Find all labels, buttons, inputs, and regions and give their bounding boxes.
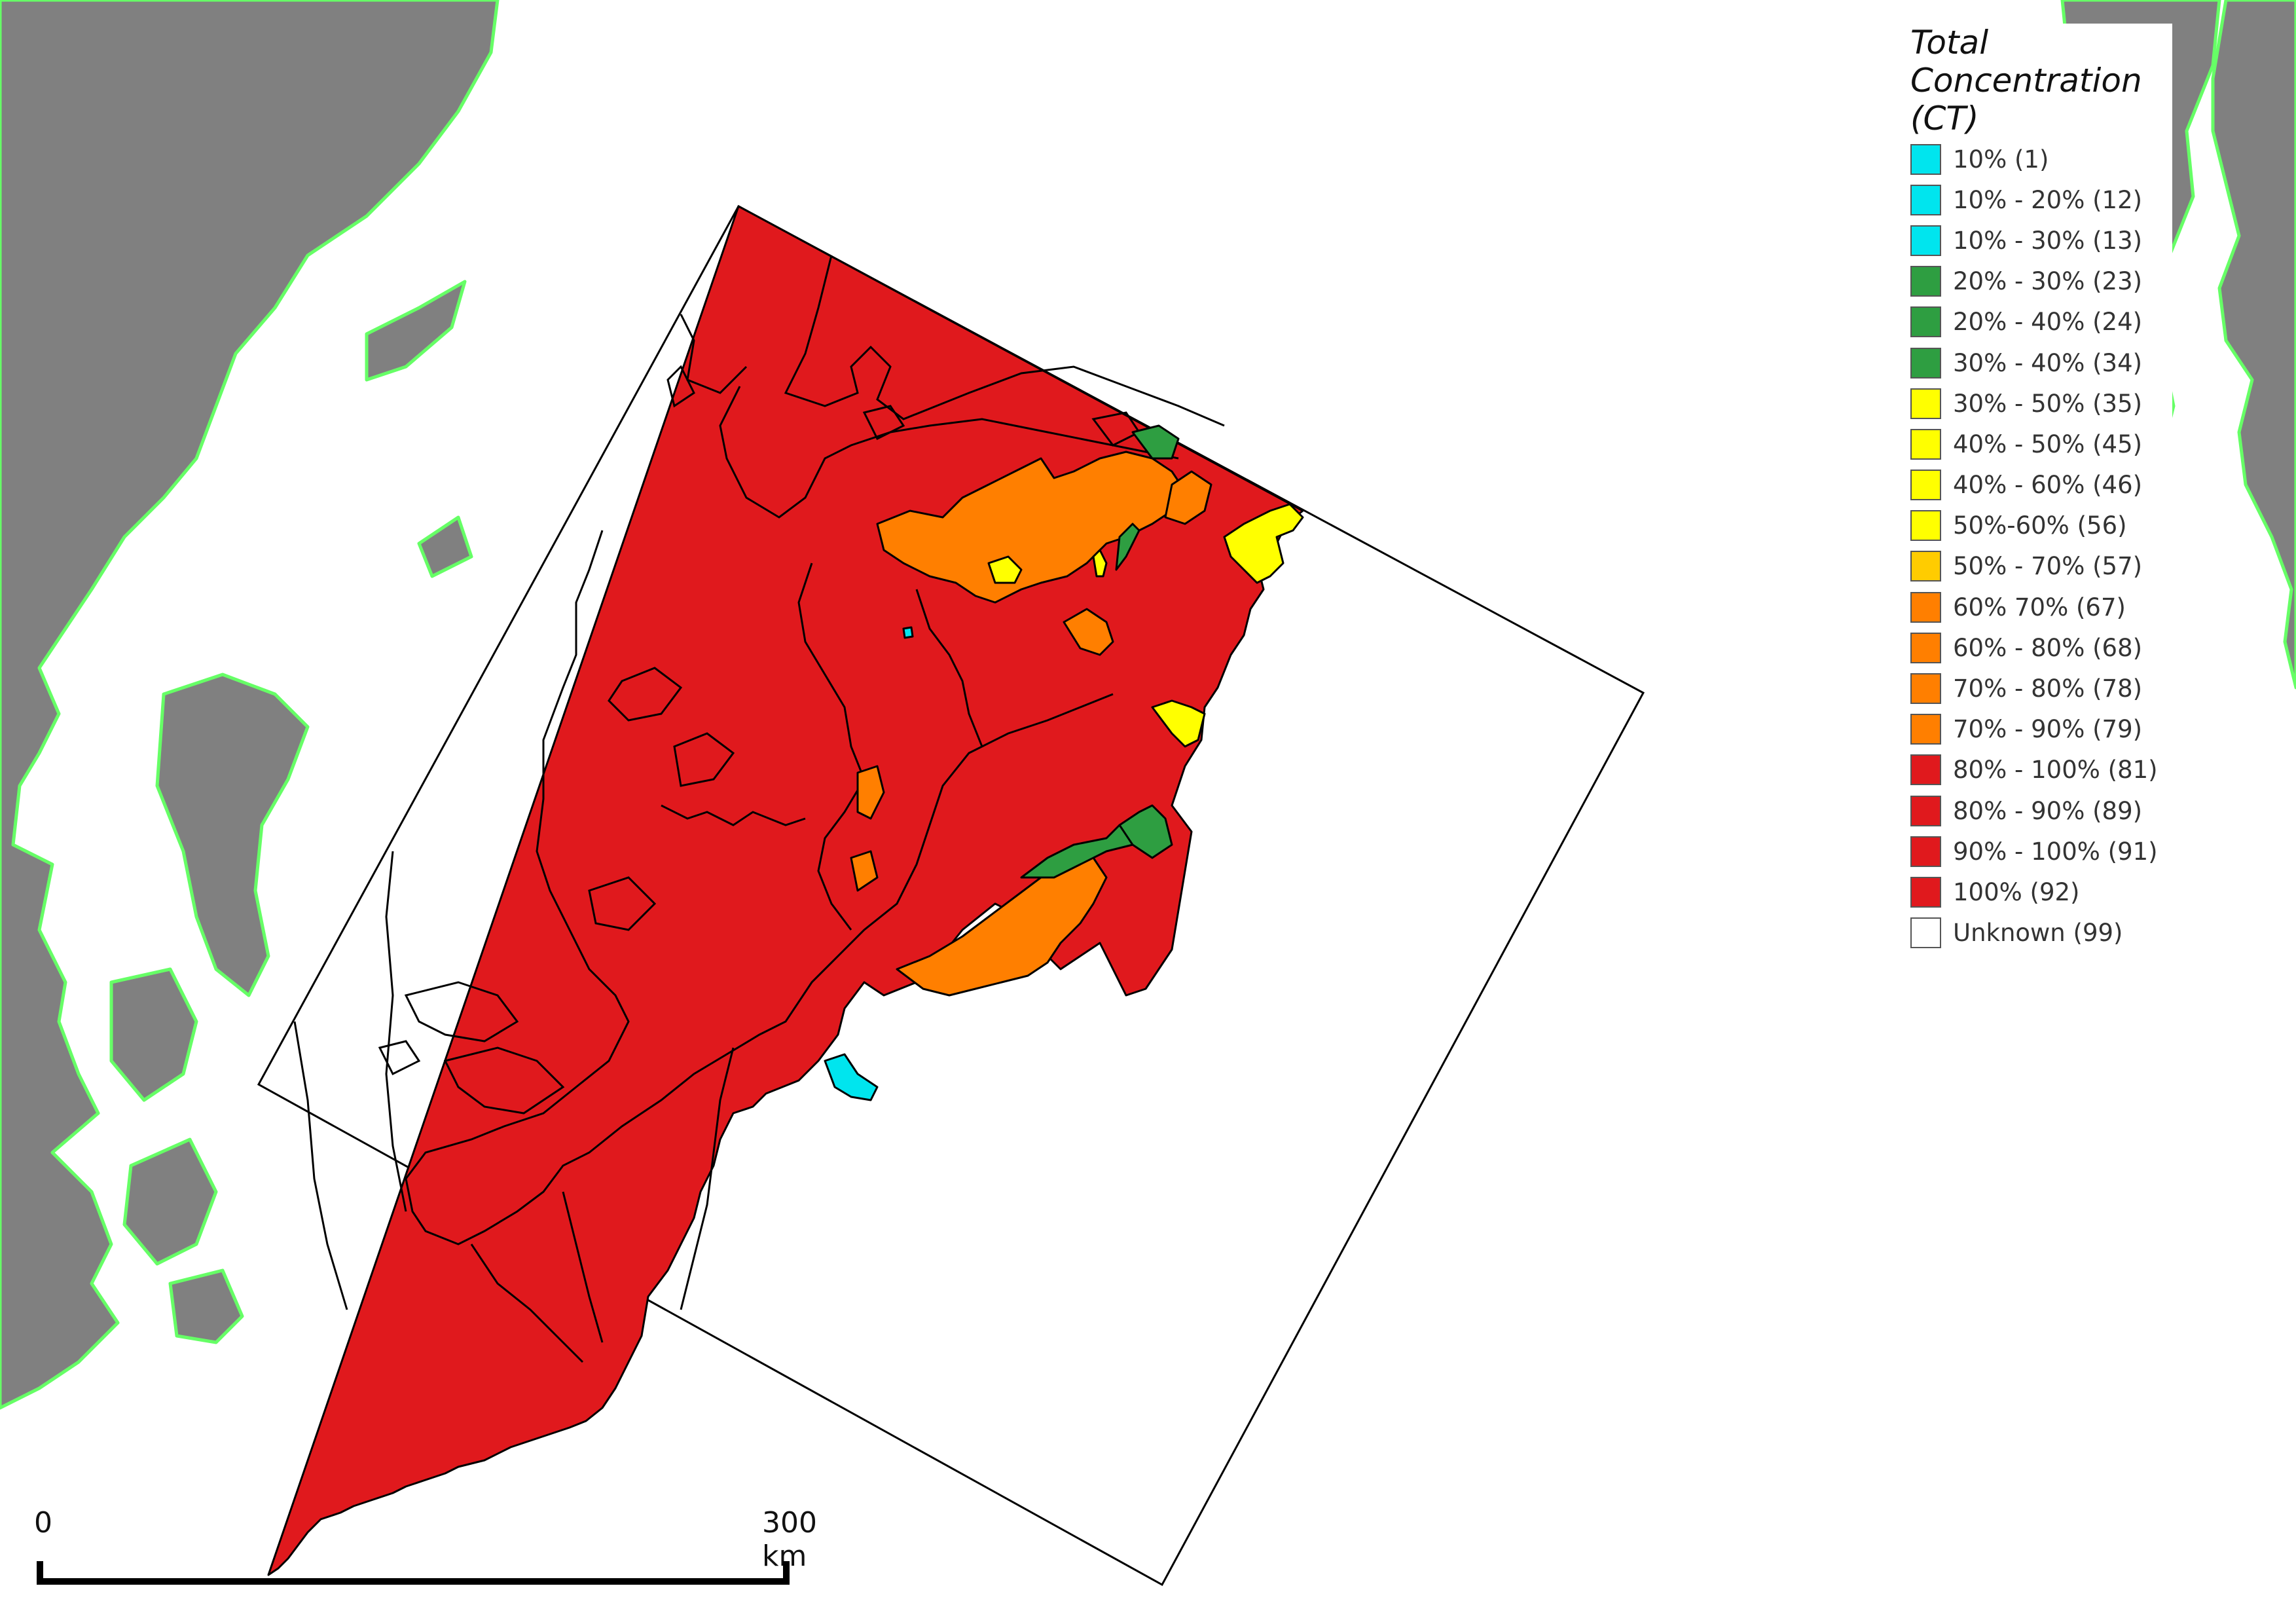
legend-label: 70% - 80% (78) bbox=[1953, 674, 2143, 703]
legend-swatch bbox=[1910, 876, 1941, 908]
land-west bbox=[0, 0, 500, 1410]
ice-region-30-60 bbox=[987, 503, 1304, 748]
legend-label: 40% - 60% (46) bbox=[1953, 471, 2143, 500]
ice-region-10-30 bbox=[824, 626, 914, 1101]
ice-region-60-80 bbox=[850, 451, 1212, 997]
legend-swatch bbox=[1910, 470, 1941, 501]
ice-boundaries bbox=[293, 255, 1225, 1363]
legend-label: 80% - 100% (81) bbox=[1953, 756, 2158, 784]
legend-label: 40% - 50% (45) bbox=[1953, 430, 2143, 458]
legend-swatch bbox=[1910, 714, 1941, 745]
legend-swatch bbox=[1910, 306, 1941, 338]
land-west-far-south bbox=[168, 1268, 244, 1344]
legend-item: 20% - 40% (24) bbox=[1910, 302, 2172, 342]
legend-item: 40% - 60% (46) bbox=[1910, 465, 2172, 506]
legend-item: 10% - 30% (13) bbox=[1910, 220, 2172, 261]
legend-label: 90% - 100% (91) bbox=[1953, 837, 2158, 866]
legend-item: 30% - 40% (34) bbox=[1910, 342, 2172, 383]
legend-swatch bbox=[1910, 225, 1941, 256]
ice-region-20-40 bbox=[1020, 424, 1180, 879]
legend-label: 30% - 50% (35) bbox=[1953, 389, 2143, 418]
legend-swatch bbox=[1910, 347, 1941, 378]
scale-end-label: 300 km bbox=[762, 1506, 817, 1573]
legend-swatch bbox=[1910, 510, 1941, 542]
legend-item: 60% - 80% (68) bbox=[1910, 627, 2172, 668]
legend-swatch bbox=[1910, 795, 1941, 826]
legend-swatch bbox=[1910, 836, 1941, 867]
legend-item: 50%-60% (56) bbox=[1910, 506, 2172, 546]
legend-swatch bbox=[1910, 143, 1941, 175]
legend-swatch bbox=[1910, 551, 1941, 582]
legend-item: 90% - 100% (91) bbox=[1910, 831, 2172, 872]
legend-item: 10% - 20% (12) bbox=[1910, 179, 2172, 220]
legend-label: 60% 70% (67) bbox=[1953, 593, 2126, 621]
scale-bar-line bbox=[37, 1561, 790, 1585]
legend-swatch bbox=[1910, 754, 1941, 786]
legend-swatch bbox=[1910, 591, 1941, 623]
legend-swatch bbox=[1910, 388, 1941, 419]
land-northeast bbox=[2211, 0, 2296, 690]
legend: Total Concentration (CT) 10% (1) 10% - 20… bbox=[1910, 24, 2172, 953]
legend-swatch bbox=[1910, 673, 1941, 705]
legend-label: 10% (1) bbox=[1953, 145, 2049, 174]
land-west-island-1 bbox=[365, 280, 467, 382]
legend-label: 60% - 80% (68) bbox=[1953, 633, 2143, 662]
land-west-south bbox=[122, 1137, 218, 1266]
legend-label: 80% - 90% (89) bbox=[1953, 796, 2143, 825]
legend-label: 20% - 40% (24) bbox=[1953, 308, 2143, 337]
legend-items: 10% (1) 10% - 20% (12) 10% - 30% (13) 20% -… bbox=[1910, 139, 2172, 953]
legend-swatch bbox=[1910, 266, 1941, 297]
land-west-peninsula bbox=[155, 673, 310, 997]
legend-title: Total Concentration (CT) bbox=[1910, 24, 2142, 138]
legend-label: 50% - 70% (57) bbox=[1953, 552, 2143, 581]
legend-item: 40% - 50% (45) bbox=[1910, 424, 2172, 464]
legend-item: Unknown (99) bbox=[1910, 913, 2172, 953]
legend-label: Unknown (99) bbox=[1953, 919, 2123, 948]
legend-label: 10% - 30% (13) bbox=[1953, 226, 2143, 255]
legend-label: 30% - 40% (34) bbox=[1953, 348, 2143, 377]
legend-item: 70% - 90% (79) bbox=[1910, 709, 2172, 750]
scale-start-label: 0 bbox=[34, 1506, 52, 1540]
legend-item: 70% - 80% (78) bbox=[1910, 668, 2172, 709]
legend-swatch bbox=[1910, 632, 1941, 663]
legend-label: 10% - 20% (12) bbox=[1953, 185, 2143, 214]
scale-bar: 0 300 km bbox=[34, 1506, 817, 1585]
legend-label: 50%-60% (56) bbox=[1953, 511, 2127, 540]
legend-label: 70% - 90% (79) bbox=[1953, 715, 2143, 744]
legend-item: 100% (92) bbox=[1910, 872, 2172, 912]
land-west-lower bbox=[109, 967, 198, 1102]
legend-label: 100% (92) bbox=[1953, 877, 2080, 906]
legend-item: 60% 70% (67) bbox=[1910, 587, 2172, 627]
ice-chart-region bbox=[257, 204, 1645, 1587]
legend-item: 10% (1) bbox=[1910, 139, 2172, 179]
legend-item: 80% - 90% (89) bbox=[1910, 790, 2172, 831]
legend-item: 30% - 50% (35) bbox=[1910, 383, 2172, 424]
legend-item: 80% - 100% (81) bbox=[1910, 750, 2172, 790]
land-west-island-2 bbox=[417, 515, 473, 578]
legend-item: 50% - 70% (57) bbox=[1910, 546, 2172, 587]
legend-swatch bbox=[1910, 428, 1941, 460]
legend-swatch bbox=[1910, 917, 1941, 949]
legend-item: 20% - 30% (23) bbox=[1910, 261, 2172, 302]
legend-label: 20% - 30% (23) bbox=[1953, 267, 2143, 296]
legend-swatch bbox=[1910, 184, 1941, 215]
